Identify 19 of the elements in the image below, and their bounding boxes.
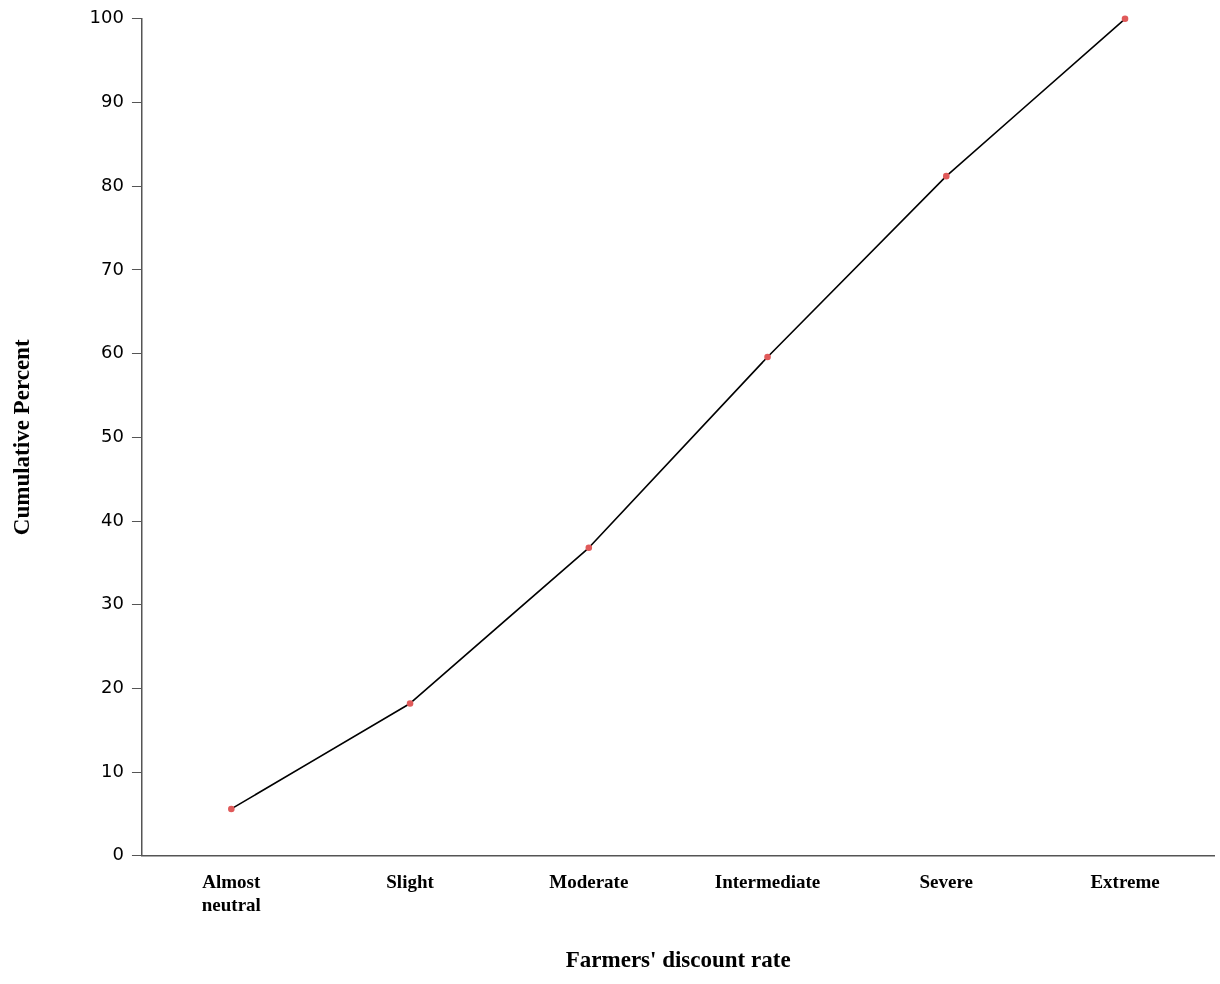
y-tick-label: 0 — [112, 843, 124, 865]
y-tick-label: 70 — [101, 257, 124, 279]
y-axis-title: Cumulative Percent — [8, 339, 34, 536]
x-tick-label: Severe — [919, 871, 974, 893]
y-tick-label: 10 — [101, 759, 124, 781]
x-tick-label: Slight — [386, 871, 435, 893]
x-tick-label: Almost neutral — [201, 871, 262, 915]
x-axis-title: Farmers' discount rate — [565, 947, 791, 973]
y-tick-label: 60 — [101, 341, 124, 363]
y-tick-label: 80 — [101, 173, 124, 195]
y-tick-label: 100 — [89, 6, 124, 28]
y-tick-label: 90 — [101, 90, 124, 112]
y-tick-label: 20 — [101, 676, 124, 698]
x-tick-label: Intermediate — [714, 871, 821, 893]
y-tick-label: 30 — [101, 592, 124, 614]
y-tick-label: 50 — [101, 424, 124, 446]
x-tick-label: Extreme — [1090, 871, 1160, 893]
x-tick-label: Moderate — [549, 871, 629, 893]
y-tick-label: 40 — [101, 508, 124, 530]
